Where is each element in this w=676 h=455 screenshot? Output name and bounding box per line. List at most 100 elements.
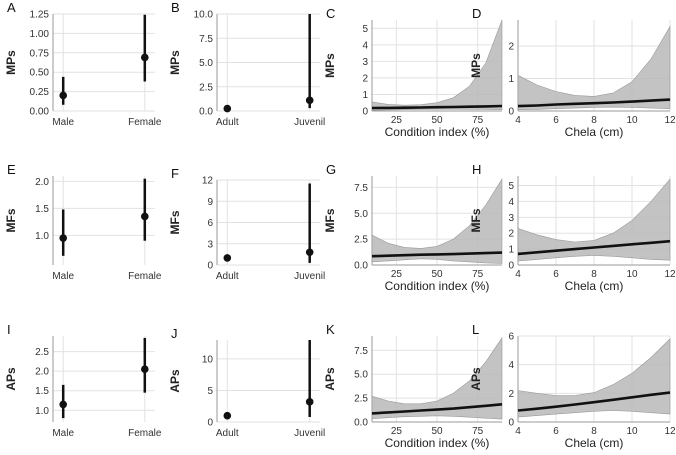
x-tick-label: Male: [52, 428, 74, 439]
y-axis-label: APs: [168, 369, 182, 393]
point-female: [141, 212, 149, 221]
x-tick-label: 12: [664, 426, 676, 437]
fitted-line: [371, 403, 503, 415]
x-tick-label: 4: [515, 426, 521, 437]
x-tick-label: Juvenil: [294, 271, 325, 282]
x-tick-label: 50: [431, 426, 443, 437]
y-tick-label: 7.5: [199, 34, 213, 45]
point-adult: [223, 254, 232, 262]
y-tick-label: 0.75: [30, 48, 50, 59]
y-tick-label: 12: [202, 176, 214, 187]
panel-letter: D: [472, 6, 481, 21]
x-tick-label: 12: [664, 115, 676, 126]
x-tick-label: 12: [664, 269, 676, 280]
panel-letter: K: [326, 322, 335, 337]
panel-letter: I: [7, 322, 11, 337]
y-tick-label: 10.0: [194, 10, 214, 21]
y-axis-label: APs: [469, 367, 483, 391]
y-tick-label: 0: [508, 261, 514, 272]
y-tick-label: 5.0: [354, 209, 368, 220]
fitted-line: [517, 391, 671, 412]
y-tick-label: 0: [207, 261, 213, 272]
x-tick-label: Male: [52, 271, 74, 282]
y-tick-label: 1.25: [30, 10, 50, 21]
fitted-line: [371, 104, 503, 110]
y-tick-label: 5.0: [199, 58, 213, 69]
panel-letter: E: [7, 162, 16, 177]
x-axis-label: Condition index (%): [385, 279, 490, 293]
panel-letter: H: [472, 162, 481, 177]
panel-f: F MFs 0 3 6 9 12 Adult Juvenil: [168, 166, 325, 282]
y-tick-label: 4: [508, 197, 514, 208]
x-tick-label: 6: [553, 269, 559, 280]
x-tick-label: Adult: [216, 428, 239, 439]
y-tick-label: 2.5: [354, 394, 368, 405]
point-juvenil: [305, 96, 314, 105]
y-axis-label: MFs: [323, 208, 337, 232]
panel-j: J APs 0 5 10 Adult Juvenil: [168, 326, 325, 439]
y-tick-label: 3: [362, 57, 368, 68]
x-tick-label: Female: [128, 117, 162, 128]
x-tick-label: 50: [431, 115, 443, 126]
y-tick-label: 0: [362, 107, 368, 118]
y-axis-label: MPs: [323, 53, 337, 78]
y-tick-label: 0.0: [199, 107, 213, 118]
y-tick-label: 2: [508, 389, 514, 400]
y-tick-label: 2.0: [35, 177, 49, 188]
point-female: [141, 365, 149, 374]
x-axis-label: Chela (cm): [565, 279, 624, 293]
x-tick-label: Female: [128, 271, 162, 282]
x-tick-label: 8: [591, 426, 597, 437]
y-axis-label: MFs: [4, 208, 18, 232]
x-tick-label: 4: [515, 269, 521, 280]
y-tick-label: 2.0: [35, 367, 49, 378]
y-tick-label: 0.50: [30, 68, 50, 79]
y-tick-label: 5: [207, 386, 213, 397]
point-adult: [223, 104, 232, 113]
x-axis-label: Condition index (%): [385, 436, 490, 450]
x-tick-label: Juvenil: [294, 117, 325, 128]
y-tick-label: 0.0: [354, 261, 368, 272]
panel-letter: B: [171, 0, 180, 15]
x-tick-label: 25: [391, 115, 403, 126]
panel-b: B MPs 0.0 2.5 5.0 7.5 10.0 Adult Juvenil: [168, 0, 325, 128]
y-axis-label: MFs: [168, 210, 182, 234]
y-tick-label: 1.5: [35, 386, 49, 397]
point-adult: [223, 411, 232, 420]
panel-letter: J: [171, 326, 178, 341]
point-juvenil: [305, 248, 314, 257]
y-tick-label: 5: [362, 24, 368, 35]
fitted-line: [517, 239, 671, 256]
y-tick-label: 5.0: [354, 370, 368, 381]
y-tick-label: 1.0: [35, 231, 49, 242]
confidence-band: [371, 336, 503, 420]
x-axis-label: Condition index (%): [385, 125, 490, 139]
y-tick-label: 2.5: [35, 347, 49, 358]
x-tick-label: 6: [553, 115, 559, 126]
confidence-band: [517, 25, 671, 111]
y-tick-label: 2: [508, 42, 514, 53]
x-tick-label: Adult: [216, 271, 239, 282]
y-axis-label: MPs: [4, 50, 18, 75]
y-tick-label: 3: [508, 213, 514, 224]
point-male: [59, 400, 67, 409]
y-tick-label: 3: [207, 239, 213, 250]
x-tick-label: Adult: [216, 117, 239, 128]
y-tick-label: 0.00: [30, 107, 50, 118]
point-female: [141, 53, 149, 62]
x-axis-label: Chela (cm): [565, 436, 624, 450]
y-tick-label: 0: [207, 418, 213, 429]
x-tick-label: 10: [626, 115, 638, 126]
panel-letter: A: [7, 0, 16, 15]
x-tick-label: Male: [52, 117, 74, 128]
panel-letter: L: [472, 322, 479, 337]
x-tick-label: 75: [472, 269, 484, 280]
point-juvenil: [305, 398, 314, 406]
point-male: [59, 91, 67, 100]
y-tick-label: 1.5: [35, 204, 49, 215]
fitted-line: [371, 251, 503, 258]
x-tick-label: 25: [391, 426, 403, 437]
y-tick-label: 1.00: [30, 29, 50, 40]
